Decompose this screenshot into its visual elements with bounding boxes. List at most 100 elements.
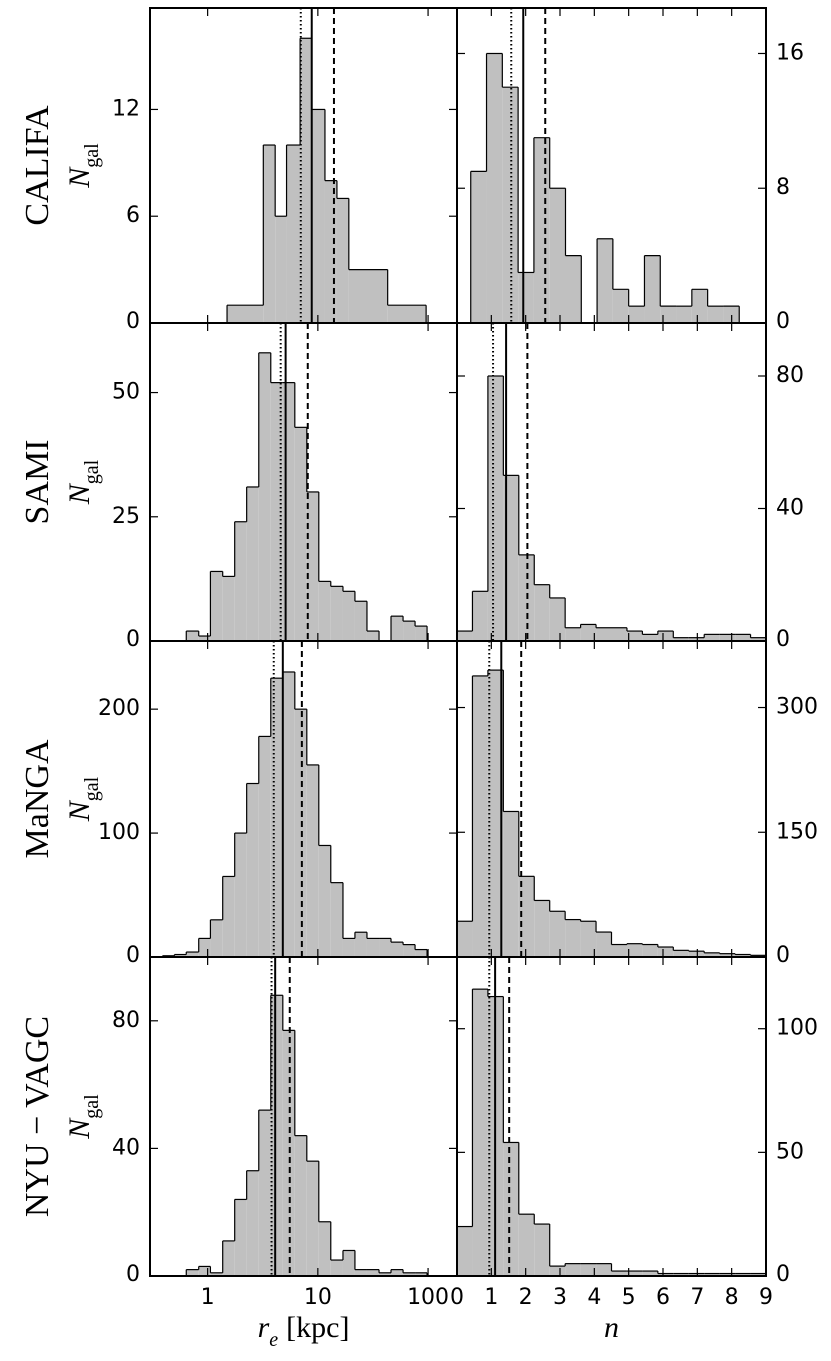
bar	[472, 591, 488, 641]
bar	[366, 631, 380, 641]
bar	[487, 376, 504, 641]
bar	[565, 255, 582, 323]
bar	[502, 87, 519, 324]
bar	[270, 678, 283, 957]
bar	[210, 571, 223, 641]
bar	[518, 876, 535, 957]
bar	[415, 626, 428, 641]
x-tick-label: 1	[484, 1285, 498, 1310]
bar	[222, 1240, 235, 1276]
bar	[294, 427, 307, 641]
bar	[628, 306, 645, 323]
bar	[735, 954, 751, 957]
bar	[379, 938, 392, 957]
x-tick-label: 2	[519, 1285, 533, 1310]
bar	[222, 876, 235, 957]
bar	[391, 616, 404, 641]
bar	[457, 921, 473, 957]
bar	[596, 1263, 612, 1276]
y-axis-label: Ngal	[63, 459, 103, 505]
bar	[330, 586, 343, 641]
bar	[660, 306, 677, 323]
y-tick-label: 80	[776, 363, 804, 388]
bar	[391, 942, 404, 957]
bar	[719, 634, 736, 641]
bar	[198, 1266, 211, 1276]
bar	[549, 188, 566, 323]
bar	[324, 180, 337, 323]
bar	[503, 811, 519, 957]
y-tick-label: 12	[112, 96, 140, 121]
bar	[549, 597, 566, 641]
x-tick-label: 9	[759, 1285, 773, 1310]
x-tick-label: 0	[450, 1285, 464, 1310]
y-axis-label-main: N	[63, 1117, 96, 1140]
x-tick-label: 6	[656, 1285, 670, 1310]
row-label: SAMI	[19, 439, 56, 524]
bar	[270, 995, 283, 1276]
bar	[306, 764, 319, 957]
y-tick-label: 0	[776, 627, 790, 652]
bar	[403, 944, 416, 957]
bar	[258, 736, 271, 957]
y-axis-label-sub: gal	[81, 1094, 103, 1119]
bar	[366, 1269, 380, 1276]
row-label: MaNGA	[19, 739, 56, 858]
x-tick-label: 5	[622, 1285, 636, 1310]
bar	[391, 1269, 404, 1276]
y-axis-label-main: N	[63, 166, 96, 189]
bar	[503, 475, 519, 641]
bar	[294, 709, 307, 957]
y-tick-label: 50	[776, 1139, 804, 1164]
bar	[707, 306, 724, 323]
bar	[719, 1273, 736, 1276]
y-tick-label: 150	[776, 819, 818, 844]
bar	[565, 627, 581, 641]
bar	[318, 1221, 331, 1276]
bar	[644, 255, 661, 323]
bar	[657, 631, 674, 641]
x-axis-label-main: r	[258, 1311, 270, 1344]
bar	[487, 670, 504, 957]
bar	[704, 952, 720, 957]
bar	[688, 951, 705, 957]
bar	[354, 601, 367, 641]
bar	[234, 521, 247, 641]
bar	[342, 1250, 355, 1276]
bar	[174, 954, 187, 957]
y-tick-label: 0	[126, 943, 140, 968]
bar	[612, 289, 629, 323]
y-tick-label: 0	[126, 627, 140, 652]
bar	[719, 953, 736, 957]
x-tick-label: 1	[201, 1285, 215, 1310]
y-axis-label-sub: gal	[81, 459, 103, 484]
bar	[580, 624, 597, 641]
bar	[657, 1273, 674, 1276]
bar	[210, 919, 223, 957]
bar	[673, 950, 689, 957]
bar	[263, 145, 276, 323]
y-tick-label: 300	[776, 695, 818, 720]
bar	[234, 833, 247, 957]
bar	[306, 1161, 319, 1276]
bar	[626, 943, 643, 957]
bar	[282, 1030, 295, 1276]
bar	[403, 1272, 416, 1276]
bar	[275, 216, 287, 323]
bar	[735, 634, 751, 641]
y-tick-label: 100	[98, 820, 140, 845]
row-label: CALIFA	[19, 105, 56, 226]
bar	[318, 581, 331, 641]
y-tick-label: 0	[126, 1262, 140, 1287]
y-axis-label-main: N	[63, 799, 96, 822]
bar	[691, 289, 708, 323]
bar	[735, 1273, 751, 1276]
bar	[342, 591, 355, 641]
bar	[580, 921, 597, 957]
x-axis-label: re [kpc]	[258, 1311, 350, 1351]
bar	[379, 1272, 392, 1276]
y-tick-label: 100	[776, 1016, 818, 1041]
bar	[457, 631, 473, 641]
y-tick-label: 40	[112, 1135, 140, 1160]
bar	[534, 1224, 550, 1276]
